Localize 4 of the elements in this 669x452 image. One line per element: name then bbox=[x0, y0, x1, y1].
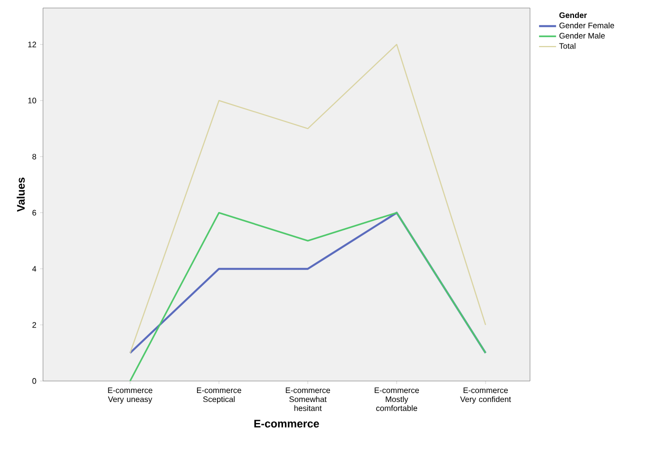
y-axis-title: Values bbox=[16, 178, 25, 212]
line-series bbox=[130, 44, 486, 354]
x-axis-title: E-commerce bbox=[254, 420, 320, 428]
line-series bbox=[129, 212, 486, 381]
